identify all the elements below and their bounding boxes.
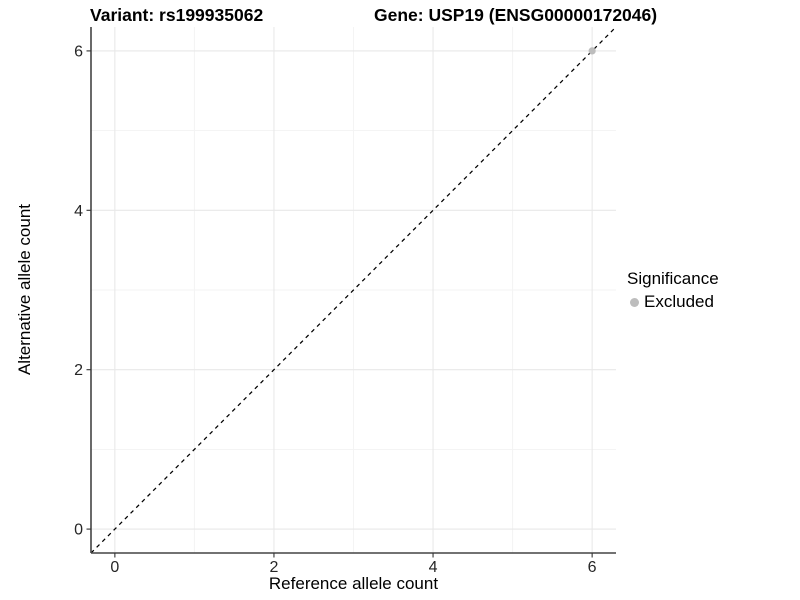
y-tick-label: 6 [74,43,83,60]
data-point [588,47,596,55]
y-tick-label: 0 [74,522,83,539]
x-tick-label: 6 [588,559,597,576]
x-tick-label: 4 [429,559,438,576]
y-tick-label: 2 [74,362,83,379]
plot-title-variant: Variant: rs199935062 [90,5,264,25]
plot-title-gene: Gene: USP19 (ENSG00000172046) [374,5,658,25]
legend-item-label: Excluded [644,292,714,311]
y-tick-label: 4 [74,203,83,220]
y-axis-title: Alternative allele count [15,204,34,376]
legend-title: Significance [627,269,719,288]
legend-item-excluded: Excluded [627,292,719,312]
x-tick-label: 0 [110,559,119,576]
legend: Significance Excluded [627,269,719,312]
x-tick-label: 2 [270,559,279,576]
excluded-marker-circle-icon [630,297,639,307]
x-axis-title: Reference allele count [268,574,439,593]
identity-line [90,26,617,554]
